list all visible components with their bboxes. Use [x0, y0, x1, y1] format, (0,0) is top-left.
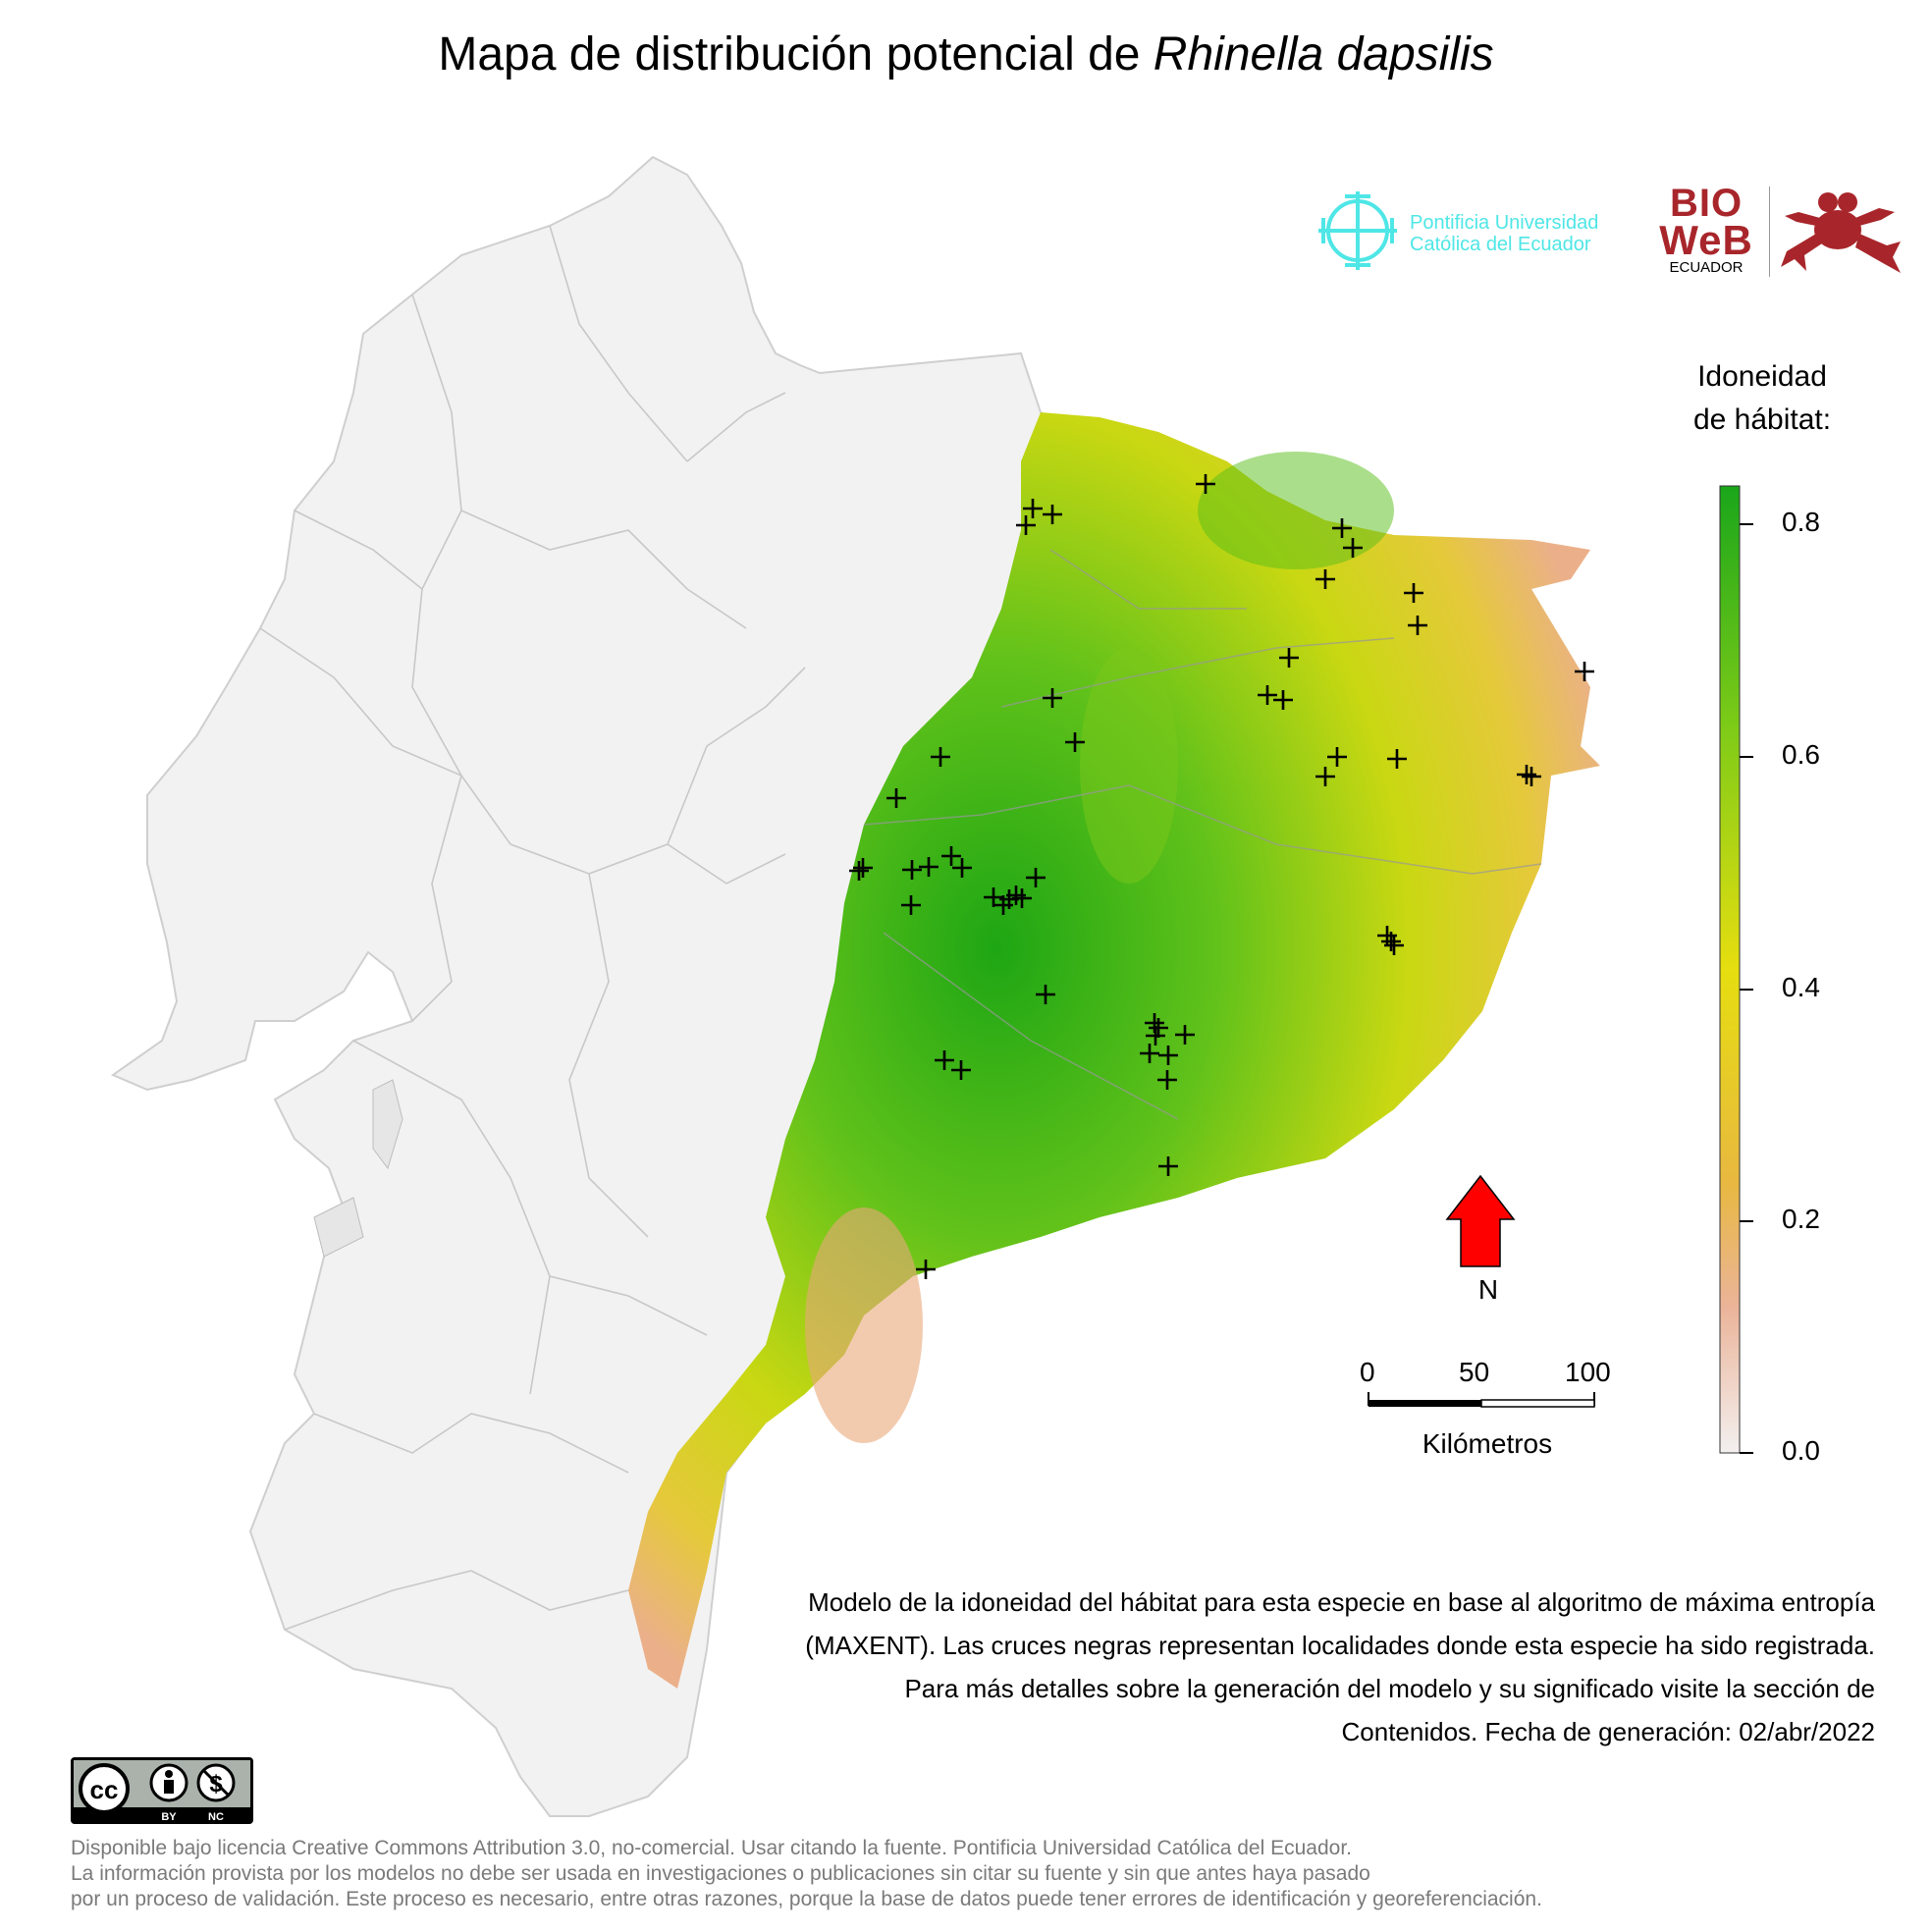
occurrence-cross — [902, 860, 922, 880]
legend-tick-label: 0.8 — [1782, 507, 1820, 537]
scale-bar — [1368, 1392, 1595, 1408]
north-arrow — [1445, 1174, 1516, 1267]
legend-tick-label: 0.6 — [1782, 739, 1820, 770]
occurrence-cross — [935, 1050, 954, 1070]
cc-license-badge: cc $ BY NC — [71, 1757, 253, 1824]
license-text: Disponible bajo licencia Creative Common… — [71, 1836, 1916, 1912]
occurrence-cross — [1036, 985, 1055, 1004]
occurrence-cross — [1016, 515, 1036, 535]
occurrence-cross — [853, 858, 873, 878]
occurrence-cross — [1158, 1156, 1178, 1176]
bioweb-line3: ECUADOR — [1669, 259, 1744, 276]
legend-tick-label: 0.0 — [1782, 1435, 1820, 1466]
scale-unit: Kilómetros — [1422, 1428, 1553, 1459]
legend-title: Idoneidad de hábitat: — [1659, 355, 1865, 442]
occurrence-cross — [916, 1260, 936, 1279]
license-line: La información provista por los modelos … — [71, 1862, 1370, 1885]
occurrence-cross — [1343, 538, 1363, 558]
occurrence-cross — [1327, 747, 1347, 767]
occurrence-cross — [1158, 1046, 1178, 1065]
occurrence-cross — [1522, 767, 1541, 786]
occurrence-cross — [1273, 690, 1293, 710]
occurrence-cross — [1408, 616, 1427, 635]
bioweb-logo: BIO WeB ECUADOR — [1649, 182, 1763, 277]
raster-borders — [863, 549, 1542, 1120]
suitability-patch — [1198, 452, 1394, 569]
legend-title-line2: de hábitat: — [1692, 403, 1832, 436]
occurrence-cross — [1315, 767, 1335, 786]
province-borders — [259, 225, 806, 1631]
occurrence-cross — [952, 858, 972, 878]
bioweb-line1: BIO — [1669, 182, 1744, 225]
scale-label: 50 — [1459, 1357, 1490, 1387]
frog-icon — [1781, 192, 1901, 273]
occurrence-cross — [1404, 583, 1423, 603]
occurrence-cross — [1387, 749, 1407, 769]
scale-label: 0 — [1360, 1357, 1375, 1387]
occurrence-cross — [1149, 1018, 1168, 1038]
occurrence-cross — [1175, 1025, 1195, 1045]
occurrence-cross — [1384, 936, 1404, 955]
occurrence-cross — [849, 861, 869, 881]
occurrence-cross — [1023, 499, 1043, 518]
legend-ticks — [1740, 523, 1753, 1454]
occurrence-cross — [1381, 932, 1401, 951]
license-line: Disponible bajo licencia Creative Common… — [71, 1837, 1352, 1859]
occurrence-cross — [1043, 505, 1062, 524]
occurrence-cross — [941, 846, 961, 866]
occurrence-crosses — [849, 474, 1594, 1279]
puce-logo-icon — [1318, 191, 1397, 270]
suitability-raster — [628, 412, 1600, 1689]
legend-title-line1: Idoneidad — [1697, 360, 1827, 393]
occurrence-cross — [984, 887, 1003, 907]
cc-by-text: BY — [161, 1811, 177, 1823]
cc-icon — [79, 1763, 130, 1814]
occurrence-cross — [901, 895, 921, 915]
occurrence-cross — [1140, 1044, 1159, 1063]
legend-color-bar — [1719, 485, 1741, 1454]
occurrence-cross — [1279, 648, 1299, 668]
occurrence-cross — [1332, 518, 1352, 538]
bioweb-line2: WeB — [1659, 217, 1753, 263]
occurrence-cross — [1258, 685, 1277, 705]
occurrence-cross — [919, 857, 939, 877]
suitability-patch — [1080, 648, 1178, 884]
svg-text:cc: cc — [90, 1775, 119, 1804]
puce-line2: Católica del Ecuador — [1410, 234, 1591, 255]
map-title: Mapa de distribución potencial de Rhinel… — [0, 27, 1932, 81]
occurrence-cross — [1196, 474, 1215, 494]
north-label: N — [1477, 1274, 1499, 1305]
logos: Pontificia Universidad Católica del Ecua… — [1315, 177, 1905, 285]
puce-logo-text: Pontificia Universidad Católica del Ecua… — [1410, 212, 1598, 255]
occurrence-cross — [1146, 1026, 1165, 1046]
occurrence-cross — [1065, 732, 1085, 752]
title-species: Rhinella dapsilis — [1153, 28, 1494, 80]
coastal-islands — [313, 1079, 403, 1258]
occurrence-cross — [951, 1060, 971, 1080]
occurrence-cross — [1157, 1070, 1177, 1090]
license-line: por un proceso de validación. Este proce… — [71, 1888, 1542, 1910]
scale-label: 100 — [1565, 1357, 1611, 1387]
occurrence-cross — [931, 747, 950, 767]
occurrence-cross — [1043, 688, 1062, 708]
occurrence-cross — [999, 889, 1019, 909]
cc-nc-text: NC — [208, 1811, 224, 1823]
suitability-patch — [805, 1208, 923, 1443]
title-prefix: Mapa de distribución potencial de — [438, 28, 1154, 80]
occurrence-cross — [1315, 569, 1335, 589]
occurrence-cross — [1575, 662, 1594, 681]
legend-tick-label: 0.4 — [1782, 972, 1820, 1002]
legend-tick-label: 0.2 — [1782, 1204, 1820, 1234]
map-caption: Modelo de la idoneidad del hábitat para … — [805, 1587, 1875, 1746]
occurrence-cross — [886, 788, 906, 808]
logo-divider — [1769, 187, 1770, 277]
occurrence-cross — [1026, 868, 1046, 887]
puce-line1: Pontificia Universidad — [1410, 212, 1599, 234]
occurrence-cross — [1517, 765, 1536, 784]
